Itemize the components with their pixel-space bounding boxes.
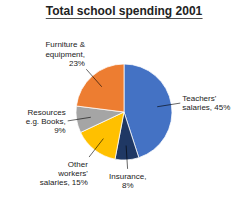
title-underline (46, 18, 203, 19)
slice-label: Teachers'salaries, 45% (182, 94, 230, 112)
pie-slice (76, 64, 124, 112)
slice-label-line: 23% (69, 59, 85, 68)
slice-label-line: Resources (27, 108, 65, 117)
slice-label: Resourcese.g. Books,9% (26, 108, 66, 135)
slice-label-line: Furniture & (45, 40, 85, 49)
slice-label-line: Teachers' (182, 94, 216, 103)
leader-line (68, 117, 91, 121)
title: Total school spending 2001 (46, 4, 203, 18)
slice-label-line: salaries, 45% (182, 103, 230, 112)
slice-label-line: salaries, 15% (40, 178, 88, 187)
slice-label-line: Other (68, 160, 88, 169)
slice-label-line: Insurance, (109, 172, 146, 181)
leader-line (126, 146, 127, 169)
pie: Teachers'salaries, 45% Insurance,8% Otherw… (26, 40, 231, 190)
slice-label: Otherworkers'salaries, 15% (40, 160, 89, 187)
slice-label: Furniture &equipment,23% (45, 40, 85, 67)
leader-line (86, 69, 101, 87)
chart: Total school spending 2001Teachers'salar… (0, 0, 248, 202)
slice-label-line: e.g. Books, (26, 117, 66, 126)
leader-line (157, 103, 180, 107)
slice-label-line: 8% (122, 181, 134, 190)
slice-label-line: equipment, (45, 50, 85, 59)
slice-label-line: 9% (54, 126, 66, 135)
leader-line (89, 139, 103, 157)
slice-label: Insurance,8% (109, 172, 146, 190)
slice-label-line: workers' (57, 169, 88, 178)
